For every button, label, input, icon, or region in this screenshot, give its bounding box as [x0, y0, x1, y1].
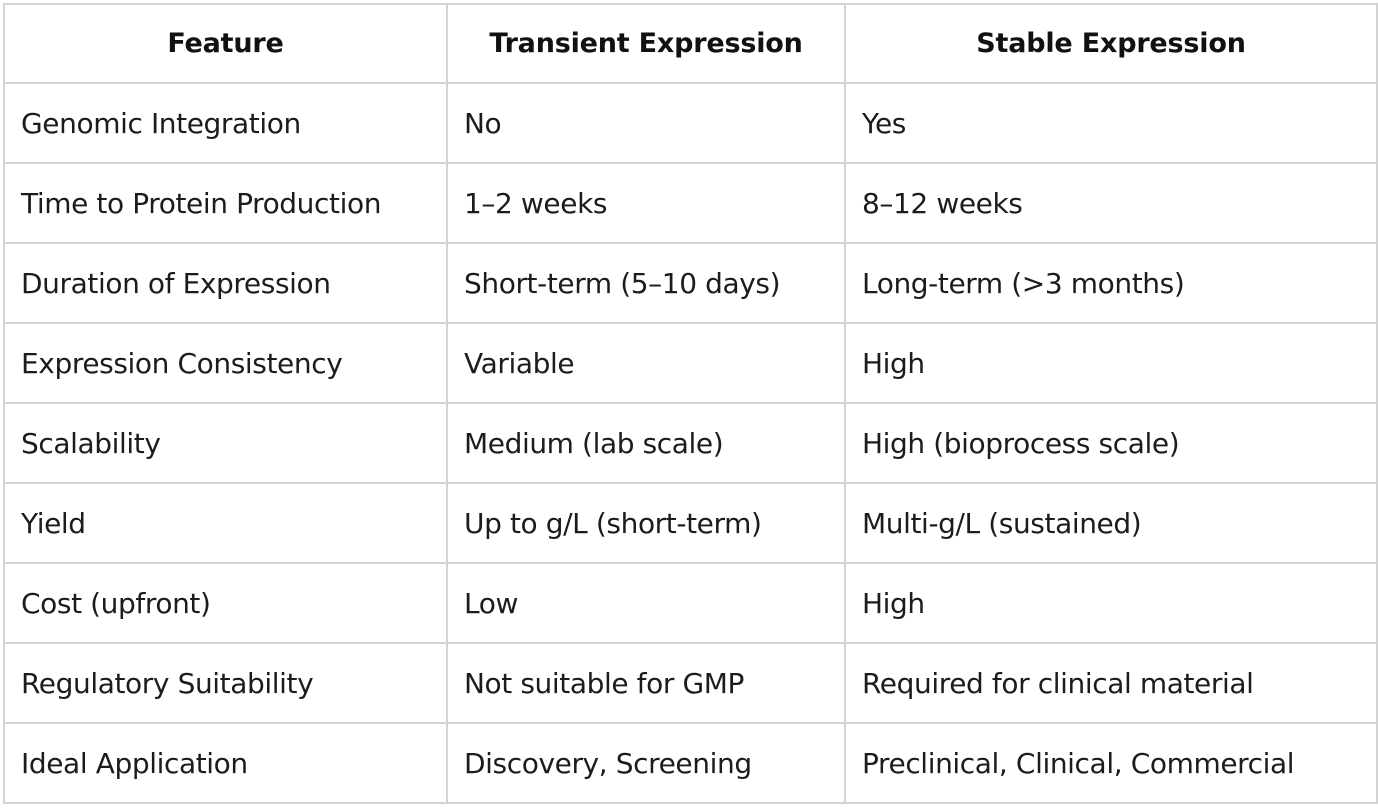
feature-cell: Expression Consistency [3, 322, 448, 404]
table-row: Genomic Integration No Yes [3, 82, 1378, 164]
comparison-table: Feature Transient Expression Stable Expr… [3, 3, 1378, 804]
transient-cell: Short-term (5–10 days) [446, 242, 846, 324]
transient-cell: 1–2 weeks [446, 162, 846, 244]
stable-cell: Long-term (>3 months) [844, 242, 1378, 324]
stable-cell: 8–12 weeks [844, 162, 1378, 244]
table-row: Cost (upfront) Low High [3, 562, 1378, 644]
feature-cell: Ideal Application [3, 722, 448, 804]
header-feature: Feature [3, 3, 448, 84]
table-header: Feature Transient Expression Stable Expr… [3, 3, 1378, 84]
stable-cell: Multi-g/L (sustained) [844, 482, 1378, 564]
stable-cell: High [844, 322, 1378, 404]
feature-cell: Cost (upfront) [3, 562, 448, 644]
feature-cell: Regulatory Suitability [3, 642, 448, 724]
stable-cell: High (bioprocess scale) [844, 402, 1378, 484]
header-stable-expression: Stable Expression [844, 3, 1378, 84]
table-row: Scalability Medium (lab scale) High (bio… [3, 402, 1378, 484]
transient-cell: Up to g/L (short-term) [446, 482, 846, 564]
transient-cell: Discovery, Screening [446, 722, 846, 804]
header-row: Feature Transient Expression Stable Expr… [3, 3, 1378, 84]
transient-cell: Medium (lab scale) [446, 402, 846, 484]
transient-cell: Variable [446, 322, 846, 404]
feature-cell: Scalability [3, 402, 448, 484]
transient-cell: No [446, 82, 846, 164]
table-row: Ideal Application Discovery, Screening P… [3, 722, 1378, 804]
table-row: Regulatory Suitability Not suitable for … [3, 642, 1378, 724]
feature-cell: Genomic Integration [3, 82, 448, 164]
feature-cell: Yield [3, 482, 448, 564]
table-body: Genomic Integration No Yes Time to Prote… [3, 82, 1378, 804]
table-row: Time to Protein Production 1–2 weeks 8–1… [3, 162, 1378, 244]
stable-cell: High [844, 562, 1378, 644]
stable-cell: Yes [844, 82, 1378, 164]
stable-cell: Required for clinical material [844, 642, 1378, 724]
table-row: Yield Up to g/L (short-term) Multi-g/L (… [3, 482, 1378, 564]
stable-cell: Preclinical, Clinical, Commercial [844, 722, 1378, 804]
table-row: Expression Consistency Variable High [3, 322, 1378, 404]
feature-cell: Duration of Expression [3, 242, 448, 324]
header-transient-expression: Transient Expression [446, 3, 846, 84]
transient-cell: Low [446, 562, 846, 644]
feature-cell: Time to Protein Production [3, 162, 448, 244]
table-row: Duration of Expression Short-term (5–10 … [3, 242, 1378, 324]
transient-cell: Not suitable for GMP [446, 642, 846, 724]
